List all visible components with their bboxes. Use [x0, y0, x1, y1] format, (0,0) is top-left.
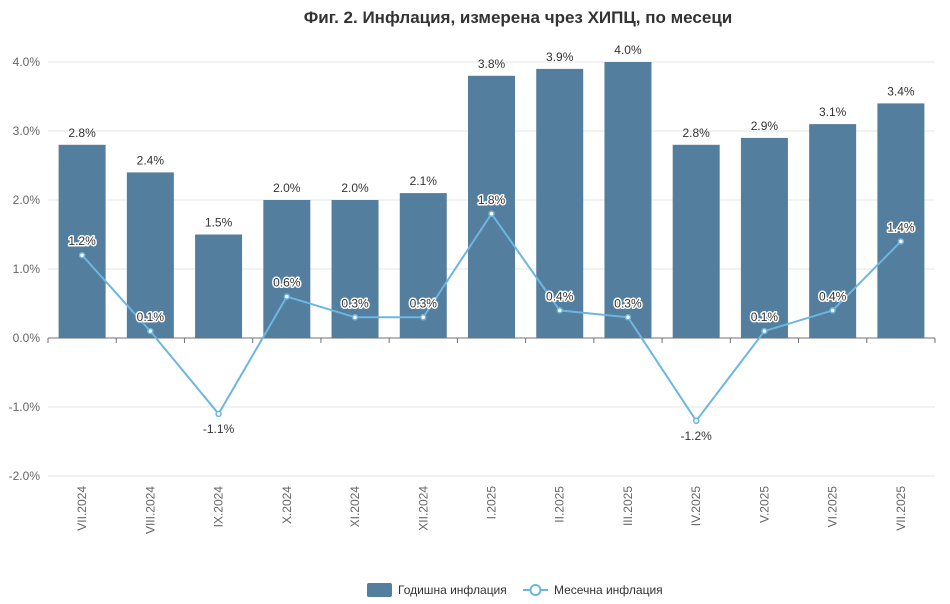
bar-value-label: 3.4% [887, 84, 915, 98]
x-tick-label: X.2024 [280, 486, 294, 524]
x-tick-label: IV.2025 [689, 486, 703, 527]
legend-item-annual[interactable]: Годишна инфлация [367, 583, 507, 597]
line-value-label: 0.3% [614, 296, 642, 310]
x-tick-label: III.2025 [621, 486, 635, 526]
line-point[interactable] [283, 293, 291, 300]
bar[interactable] [809, 124, 857, 338]
x-axis: VII.2024 VIII.2024 IX.2024 X.2024 XI.2024 XII… [47, 337, 936, 534]
x-tick-label: I.2025 [485, 486, 499, 520]
line-value-label: 1.8% [478, 193, 506, 207]
bar-value-label: 2.9% [751, 119, 779, 133]
line-point[interactable] [829, 307, 836, 314]
bar[interactable] [672, 144, 720, 338]
line-point[interactable] [147, 327, 154, 335]
line-point[interactable] [692, 417, 700, 425]
line-value-label: -1.2% [681, 429, 713, 443]
bar-value-label: 2.1% [410, 174, 438, 188]
y-tick-label: 2.0% [13, 193, 41, 207]
line-point[interactable] [215, 410, 222, 418]
bar[interactable] [399, 193, 447, 338]
legend: Годишна инфлация Месечна инфлация [367, 583, 663, 597]
legend-bar-swatch [367, 583, 392, 597]
legend-line-marker [529, 584, 542, 596]
bar-series [58, 62, 925, 339]
x-tick-label: XI.2024 [348, 486, 362, 528]
legend-label-annual: Годишна инфлация [398, 583, 507, 597]
line-point[interactable] [897, 238, 905, 245]
line-value-label: 0.1% [751, 310, 779, 324]
y-tick-label: 4.0% [13, 55, 41, 69]
line-value-label: 0.3% [341, 296, 369, 310]
line-point[interactable] [420, 314, 427, 321]
x-tick-label: IX.2024 [212, 486, 226, 528]
x-tick-label: XII.2024 [416, 486, 430, 531]
x-tick-label: VII.2024 [75, 486, 89, 531]
bar-value-label: 3.9% [546, 50, 574, 64]
line-value-label: 1.4% [887, 220, 915, 234]
bar[interactable] [877, 103, 925, 339]
bar[interactable] [195, 234, 243, 339]
bar[interactable] [468, 75, 515, 339]
line-point[interactable] [761, 327, 768, 335]
line-value-label: 0.4% [546, 289, 574, 303]
bar[interactable] [536, 68, 584, 339]
bar-value-label: 2.4% [137, 153, 165, 167]
bar[interactable] [604, 62, 652, 338]
line-value-label: 0.4% [819, 289, 847, 303]
line-point[interactable] [78, 251, 86, 259]
bar-value-label: 2.0% [341, 181, 369, 195]
y-tick-label: 1.0% [13, 262, 41, 276]
x-tick-label: VIII.2024 [143, 486, 157, 534]
line-point[interactable] [351, 314, 359, 321]
line-value-label: 0.6% [273, 276, 301, 290]
bar-value-label: 3.1% [819, 105, 847, 119]
y-axis: -2.0% -1.0% 0.0% 1.0% 2.0% 3.0% 4.0% [9, 55, 41, 483]
bar[interactable] [740, 137, 788, 338]
line-series [78, 210, 905, 425]
line-point[interactable] [556, 307, 563, 314]
y-tick-label: -2.0% [9, 469, 41, 483]
bar-value-label: 1.5% [205, 216, 233, 230]
x-tick-label: II.2025 [553, 486, 567, 523]
x-tick-label: VI.2025 [826, 486, 840, 528]
x-tick-label: VII.2025 [894, 486, 908, 531]
bar-value-label: 2.0% [273, 181, 301, 195]
line-value-label: 0.3% [410, 296, 438, 310]
y-tick-label: 3.0% [13, 124, 41, 138]
bar[interactable] [58, 144, 106, 338]
data-labels: 2.8% 2.4% 1.5% 2.0% 2.0% 2.1% 3.8% 3.9% 4.0% 2.8%… [67, 43, 916, 444]
y-tick-label: -1.0% [9, 400, 41, 414]
legend-label-monthly: Месечна инфлация [554, 583, 663, 597]
chart-title: Фиг. 2. Инфлация, измерена чрез ХИПЦ, по… [304, 8, 732, 27]
line-value-label: 1.2% [68, 234, 96, 248]
y-tick-label: 0.0% [13, 331, 41, 345]
bar-value-label: 4.0% [614, 43, 642, 57]
line-value-label: 0.1% [137, 310, 165, 324]
bar-value-label: 3.8% [478, 57, 506, 71]
bar[interactable] [263, 200, 311, 338]
line-value-label: -1.1% [203, 422, 235, 436]
bar-value-label: 2.8% [68, 126, 96, 140]
line-point[interactable] [488, 210, 495, 218]
line-point[interactable] [624, 314, 632, 321]
legend-item-monthly[interactable]: Месечна инфлация [523, 583, 663, 597]
bar[interactable] [126, 172, 174, 338]
x-tick-label: V.2025 [757, 486, 771, 523]
bar-value-label: 2.8% [683, 126, 711, 140]
